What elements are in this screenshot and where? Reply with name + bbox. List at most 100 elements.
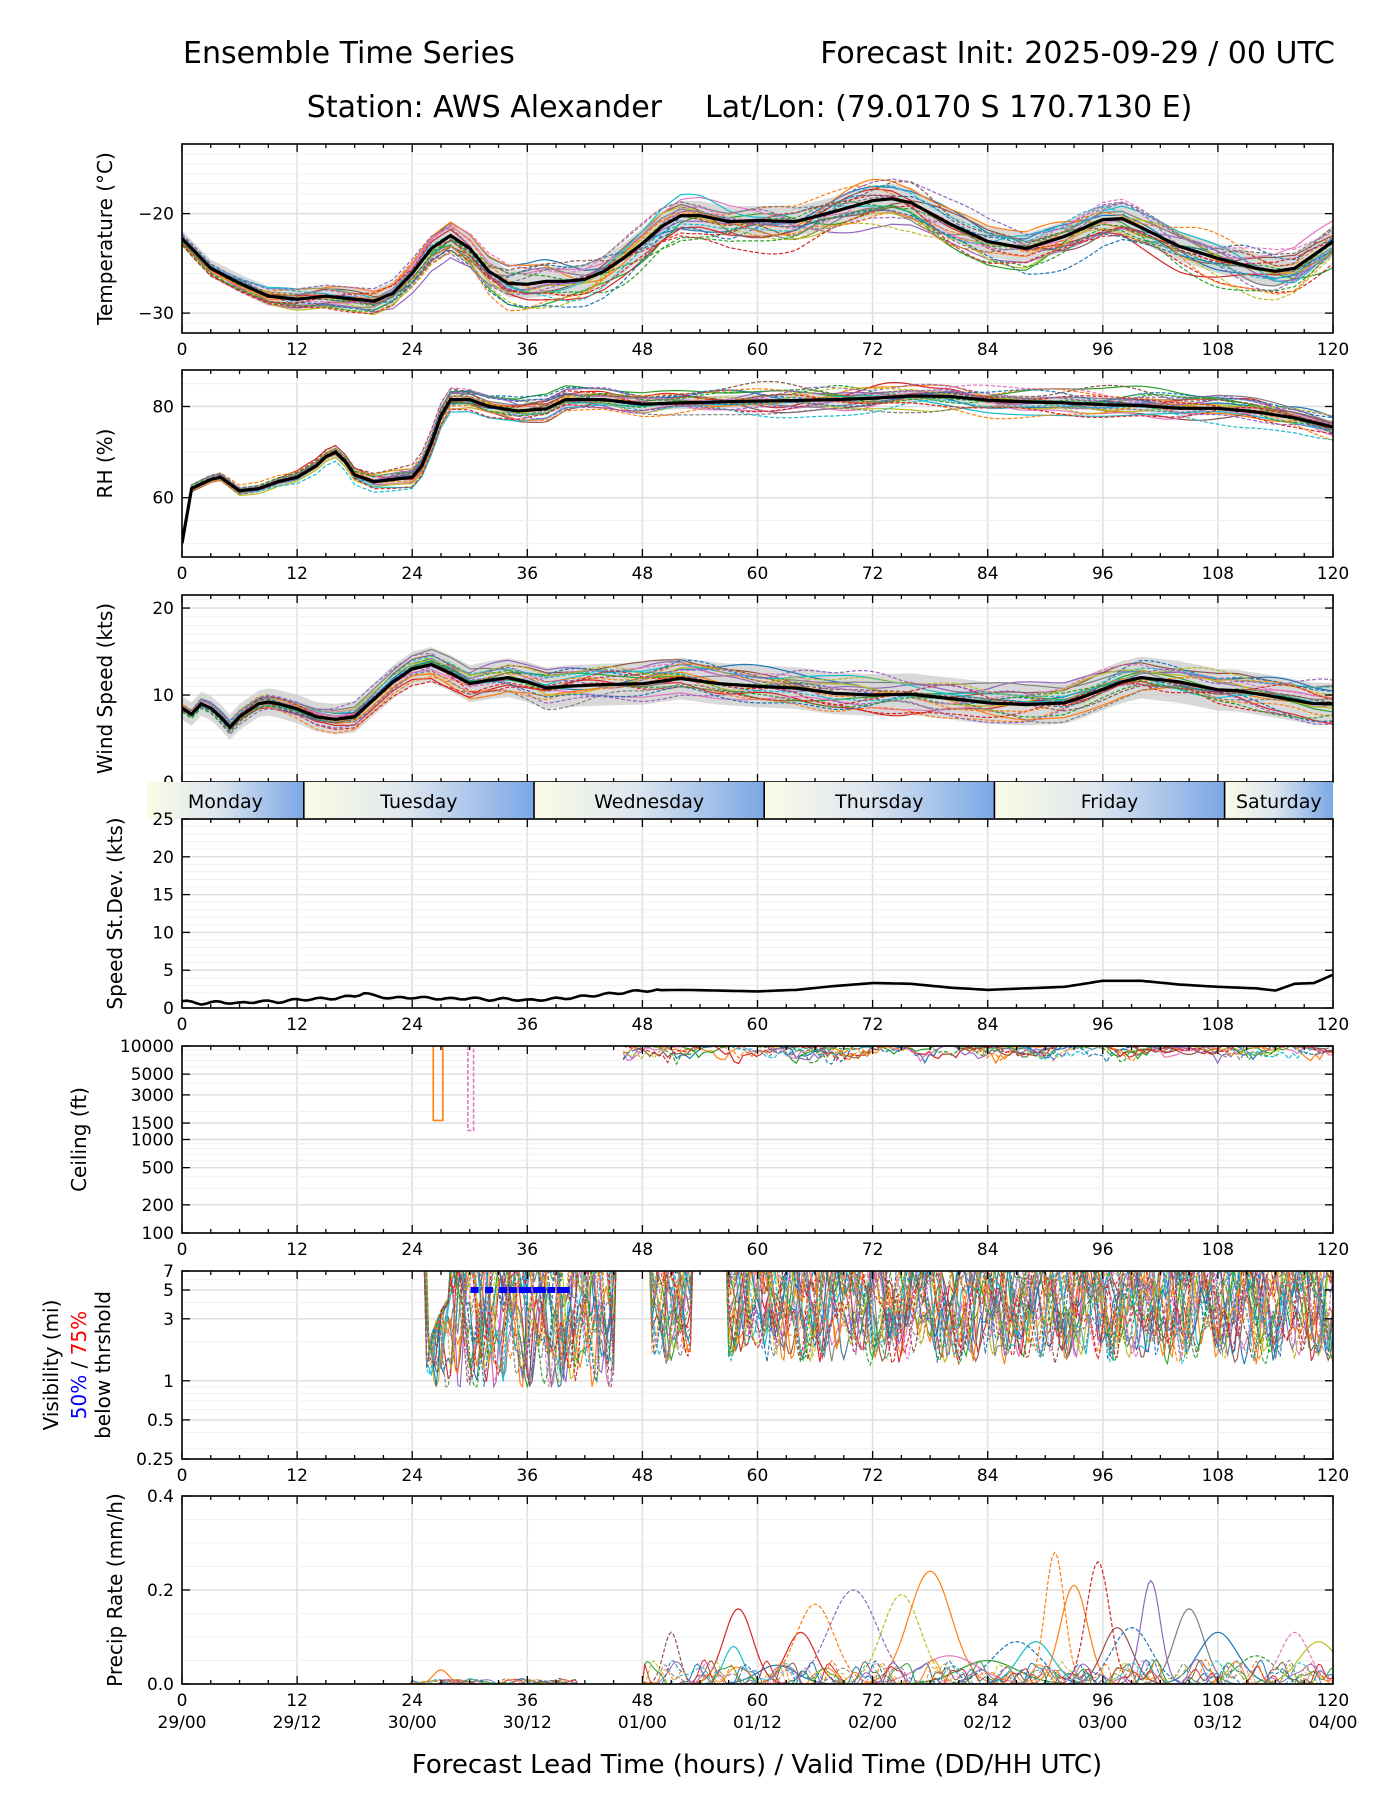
x-ticks: 0 12 24 36 48 60 72 84 96 108 120 0.0 0.2 0.4 bbox=[147, 1487, 1349, 1711]
panel-6: 0 12 24 36 48 60 72 84 96 108 120 0.25 0.5 1 3 57 Visibi… bbox=[39, 1262, 1349, 1486]
x-tick-label: 108 bbox=[1202, 1466, 1234, 1486]
threshold-50-mark bbox=[547, 1286, 556, 1293]
valid-time-label: 29/12 bbox=[273, 1713, 322, 1733]
x-tick-label: 84 bbox=[977, 340, 999, 360]
threshold-50-marks bbox=[470, 1286, 570, 1293]
x-ticks: 0 12 24 36 48 60 72 84 96 108 120 0 5 10 15 20 25 bbox=[152, 810, 1349, 1035]
y-tick-label: 0.4 bbox=[147, 1487, 174, 1507]
y-axis-label: Speed St.Dev. (kts) bbox=[103, 817, 127, 1009]
y-tick-label: 1 bbox=[163, 1372, 174, 1392]
threshold-50-mark bbox=[537, 1286, 546, 1293]
x-tick-label: 0 bbox=[177, 1466, 188, 1486]
visibility-member-20 bbox=[423, 1271, 1333, 1376]
day-cell bbox=[147, 782, 304, 819]
x-tick-label: 96 bbox=[1092, 1691, 1114, 1711]
x-tick-label: 60 bbox=[747, 1240, 769, 1260]
ceiling-event-2 bbox=[467, 1046, 475, 1132]
y-axis-label: RH (%) bbox=[93, 429, 117, 499]
visibility-member-11 bbox=[423, 1271, 1333, 1387]
grid bbox=[182, 1045, 1333, 1234]
x-tick-label: 72 bbox=[862, 1691, 884, 1711]
x-tick-label: 108 bbox=[1202, 1240, 1234, 1260]
y-tick-label: 1500 bbox=[131, 1114, 174, 1134]
x-tick-label: 12 bbox=[286, 1691, 308, 1711]
x-tick-label: 60 bbox=[747, 1466, 769, 1486]
y-tick-label: 15 bbox=[152, 886, 174, 906]
y-tick-label: 5000 bbox=[131, 1065, 174, 1085]
day-label: Tuesday bbox=[379, 791, 457, 813]
visibility-member-10 bbox=[423, 1271, 1333, 1382]
member-line-20 bbox=[182, 655, 1333, 726]
x-tick-label: 0 bbox=[177, 340, 188, 360]
x-tick-label: 120 bbox=[1317, 1015, 1349, 1035]
panel-3: 01020Wind Speed (kts) bbox=[93, 594, 1334, 793]
member-line-4 bbox=[182, 677, 1333, 731]
x-ticks: 0 12 24 36 48 60 72 84 96 108 120 100 200 500 10001500… bbox=[120, 1037, 1349, 1260]
ceiling-member-14 bbox=[623, 1046, 1333, 1064]
y-tick-label: 0.25 bbox=[136, 1450, 174, 1470]
visibility-member-16 bbox=[424, 1271, 1333, 1383]
title-left: Ensemble Time Series bbox=[183, 36, 515, 71]
x-tick-label: 120 bbox=[1317, 564, 1349, 584]
grid bbox=[182, 1495, 1333, 1685]
plot-area bbox=[423, 1271, 1333, 1389]
plot-area bbox=[182, 178, 1333, 316]
y-tick-label: 200 bbox=[142, 1196, 174, 1216]
grid bbox=[182, 818, 1333, 1009]
x-tick-label: 36 bbox=[516, 564, 538, 584]
valid-time-label: 01/12 bbox=[733, 1713, 782, 1733]
day-label: Monday bbox=[188, 791, 263, 813]
member-line-19 bbox=[182, 215, 1333, 311]
x-tick-label: 36 bbox=[516, 1466, 538, 1486]
pct-sep: / bbox=[67, 1355, 91, 1374]
day-label: Thursday bbox=[834, 791, 923, 813]
precip-peak-1 bbox=[594, 1631, 748, 1684]
ensemble-mean-line bbox=[182, 197, 1333, 303]
precip-member-7 bbox=[182, 1660, 1333, 1684]
y-tick-label: 0.2 bbox=[147, 1581, 174, 1601]
y-tick-label: 3000 bbox=[131, 1086, 174, 1106]
x-tick-label: 0 bbox=[177, 1240, 188, 1260]
y-tick-label: 1000 bbox=[131, 1131, 174, 1151]
plot-area bbox=[182, 380, 1333, 547]
plot-area bbox=[182, 647, 1333, 740]
valid-time-label: 02/12 bbox=[963, 1713, 1012, 1733]
member-line-17 bbox=[182, 663, 1333, 724]
precip-peak-16 bbox=[1021, 1560, 1175, 1684]
x-tick-label: 84 bbox=[977, 1466, 999, 1486]
x-ticks: 0 12 24 36 48 60 72 84 96 108 120 0.25 0.5 1 3 57 bbox=[136, 1262, 1349, 1486]
x-tick-label: 96 bbox=[1092, 564, 1114, 584]
x-tick-label: 48 bbox=[632, 1240, 654, 1260]
y-axis-threshold-label: 50% / 75% bbox=[67, 1311, 91, 1419]
y-tick-label: 7 bbox=[163, 1262, 174, 1282]
threshold-50-mark bbox=[518, 1286, 527, 1293]
y-tick-label: 0.0 bbox=[147, 1675, 174, 1695]
x-tick-label: 72 bbox=[862, 340, 884, 360]
member-line-10 bbox=[182, 394, 1333, 544]
member-line-18 bbox=[182, 670, 1333, 728]
panel-1: 0 12 24 36 48 60 72 84 96 108 120 −30 −20 Temperature… bbox=[93, 143, 1349, 360]
y-tick-label: 20 bbox=[152, 599, 174, 619]
y-tick-label: 5 bbox=[163, 961, 174, 981]
x-tick-label: 12 bbox=[286, 1240, 308, 1260]
panel-2: 0 12 24 36 48 60 72 84 96 108 120 60 80 RH (%) bbox=[93, 369, 1349, 584]
x-tick-label: 60 bbox=[747, 1691, 769, 1711]
x-tick-label: 24 bbox=[401, 564, 423, 584]
member-line-16 bbox=[182, 380, 1333, 544]
y-tick-label: 500 bbox=[142, 1159, 174, 1179]
panel-4: 0 12 24 36 48 60 72 84 96 108 120 0 5 10 15 20 25 Speed S… bbox=[103, 810, 1349, 1035]
member-line-9 bbox=[182, 658, 1333, 729]
spread-band bbox=[182, 389, 1333, 547]
y-tick-label: 100 bbox=[142, 1224, 174, 1244]
ensemble-mean-line bbox=[182, 394, 1333, 544]
x-tick-label: 48 bbox=[632, 340, 654, 360]
member-line-23 bbox=[182, 389, 1333, 542]
ceiling-member-12 bbox=[623, 1046, 1333, 1062]
precip-peak-7 bbox=[776, 1589, 931, 1684]
x-tick-label: 36 bbox=[516, 1691, 538, 1711]
x-tick-label: 48 bbox=[632, 564, 654, 584]
member-line-23 bbox=[182, 206, 1333, 312]
y-tick-label: 25 bbox=[152, 810, 174, 830]
x-tick-label: 60 bbox=[747, 340, 769, 360]
